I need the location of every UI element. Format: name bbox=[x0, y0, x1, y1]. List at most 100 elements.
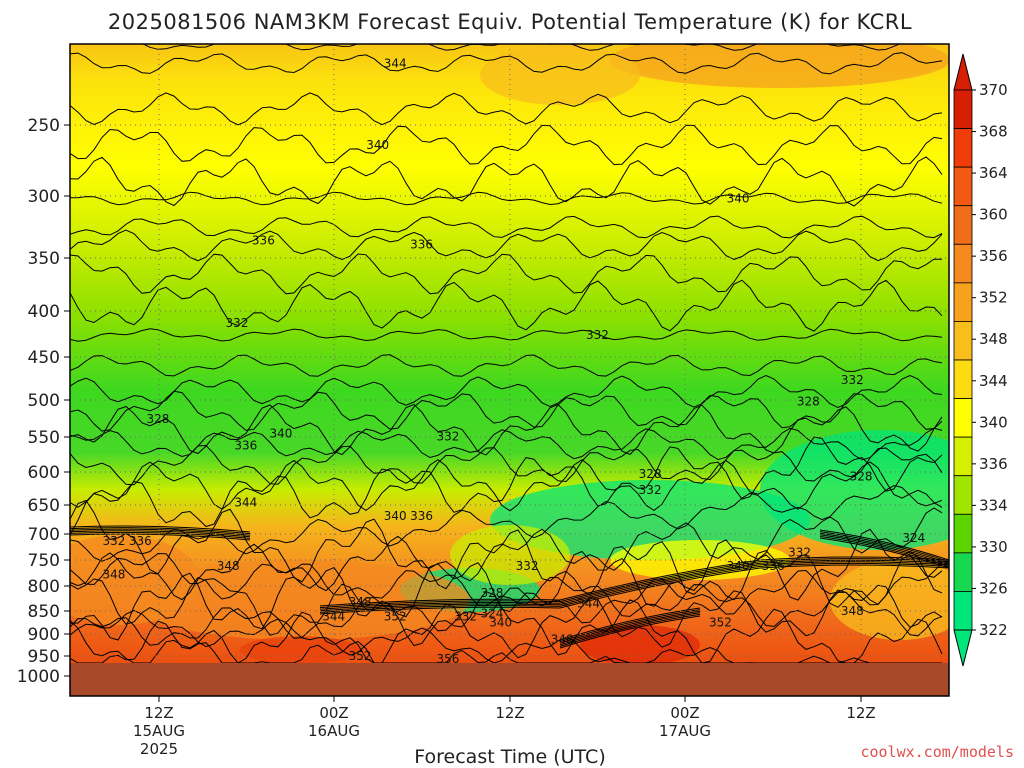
colorbar-segment bbox=[953, 436, 973, 477]
contour-line bbox=[559, 565, 761, 607]
colorbar-segment bbox=[953, 398, 973, 438]
colorbar-segment bbox=[953, 243, 973, 284]
contour-label: 340 bbox=[727, 559, 750, 573]
colorbar-segment bbox=[953, 166, 973, 207]
contour-label: 336 bbox=[234, 438, 257, 452]
chart-title: 2025081506 NAM3KM Forecast Equiv. Potent… bbox=[108, 10, 912, 34]
colorbar-tick-label: 352 bbox=[979, 289, 1008, 307]
colorbar-segment bbox=[953, 282, 973, 322]
colorbar-segment bbox=[953, 205, 973, 245]
colorbar-tick-label: 368 bbox=[979, 123, 1008, 141]
contour-line bbox=[70, 229, 943, 262]
contour-line bbox=[759, 561, 949, 566]
contour-line bbox=[819, 532, 949, 564]
y-tick-label: 550 bbox=[28, 428, 60, 448]
field-blob bbox=[610, 44, 949, 88]
y-tick-label: 750 bbox=[28, 551, 60, 571]
x-axis-label: Forecast Time (UTC) bbox=[414, 746, 605, 768]
contour-line bbox=[319, 598, 561, 607]
y-tick-label: 400 bbox=[28, 302, 60, 322]
contour-line bbox=[559, 562, 761, 604]
contour-label: 332 bbox=[516, 559, 539, 573]
contour-line bbox=[70, 92, 943, 126]
contour-line bbox=[559, 607, 701, 641]
x-tick-label: 00Z bbox=[319, 704, 348, 722]
colorbar-segment bbox=[953, 552, 973, 592]
contour-line bbox=[559, 559, 761, 601]
contour-line bbox=[759, 562, 949, 567]
y-tick-label: 450 bbox=[28, 348, 60, 368]
contour-line bbox=[819, 529, 949, 561]
contour-line bbox=[819, 534, 949, 566]
field-blob bbox=[490, 480, 810, 560]
contour-label: 328 bbox=[146, 412, 169, 426]
contour-line bbox=[70, 444, 943, 486]
x-tick-label: 2025 bbox=[140, 740, 178, 758]
colorbar-segment bbox=[953, 591, 973, 631]
contour-line bbox=[759, 559, 949, 564]
contour-line bbox=[70, 584, 943, 664]
colorbar-bottom-arrow bbox=[953, 629, 973, 667]
contour-line bbox=[70, 528, 251, 536]
colorbar-tick-label: 326 bbox=[979, 579, 1008, 597]
contour-label: 352 bbox=[709, 616, 732, 630]
contour-label: 344 bbox=[234, 495, 257, 509]
x-tick-label: 16AUG bbox=[308, 722, 360, 740]
contour-label: 336 bbox=[129, 534, 152, 548]
contour-line bbox=[70, 527, 251, 535]
contour-line bbox=[70, 279, 943, 332]
contour-label: 332 bbox=[586, 328, 609, 342]
colorbar-tick-label: 336 bbox=[979, 455, 1008, 473]
contour-label: 348 bbox=[217, 559, 240, 573]
contour-label: 332 bbox=[102, 534, 125, 548]
contour-line bbox=[559, 612, 701, 646]
contour-label: 344 bbox=[322, 610, 345, 624]
contour-line bbox=[70, 374, 943, 408]
y-tick-label: 900 bbox=[28, 625, 60, 645]
contour-line bbox=[70, 531, 251, 539]
contour-line bbox=[319, 606, 561, 615]
contour-label: 340 bbox=[727, 191, 750, 205]
contour-label: 336 bbox=[762, 559, 785, 573]
contour-line bbox=[70, 427, 943, 461]
y-tick-label: 300 bbox=[28, 187, 60, 207]
x-tick-label: 12Z bbox=[846, 704, 875, 722]
colorbar-segment bbox=[953, 513, 973, 554]
contour-label: 340 bbox=[384, 509, 407, 523]
contour-line bbox=[319, 603, 561, 612]
colorbar-segment bbox=[953, 359, 973, 399]
contour-label: 336 bbox=[252, 234, 275, 248]
contour-line bbox=[319, 600, 561, 609]
contour-line bbox=[70, 403, 943, 456]
x-tick-label: 12Z bbox=[495, 704, 524, 722]
contour-label: 324 bbox=[480, 606, 503, 620]
contour-line bbox=[559, 615, 701, 649]
contour-label: 348 bbox=[551, 632, 574, 646]
x-tick-label: 12Z bbox=[144, 704, 173, 722]
colorbar-tick-label: 360 bbox=[979, 206, 1008, 224]
colorbar-tick-label: 356 bbox=[979, 247, 1008, 265]
contour-line bbox=[70, 576, 943, 664]
contour-line bbox=[819, 537, 949, 569]
colorbar-tick-label: 334 bbox=[979, 496, 1008, 514]
contour-label: 344 bbox=[577, 597, 600, 611]
contour-label: 332 bbox=[454, 610, 477, 624]
contour-label: 332 bbox=[437, 429, 460, 443]
contour-line bbox=[559, 613, 701, 647]
contour-label: 332 bbox=[226, 316, 249, 330]
contour-lines bbox=[70, 44, 949, 664]
y-tick-label: 800 bbox=[28, 577, 60, 597]
contour-line bbox=[70, 52, 943, 75]
contour-line bbox=[70, 253, 943, 295]
contour-label: 332 bbox=[841, 373, 864, 387]
contour-line bbox=[70, 436, 943, 536]
contour-line bbox=[759, 564, 949, 569]
contour-label: 340 bbox=[489, 616, 512, 630]
y-tick-label: 500 bbox=[28, 391, 60, 411]
contour-label: 332 bbox=[639, 483, 662, 497]
y-tick-label: 700 bbox=[28, 525, 60, 545]
contour-line bbox=[70, 328, 943, 342]
